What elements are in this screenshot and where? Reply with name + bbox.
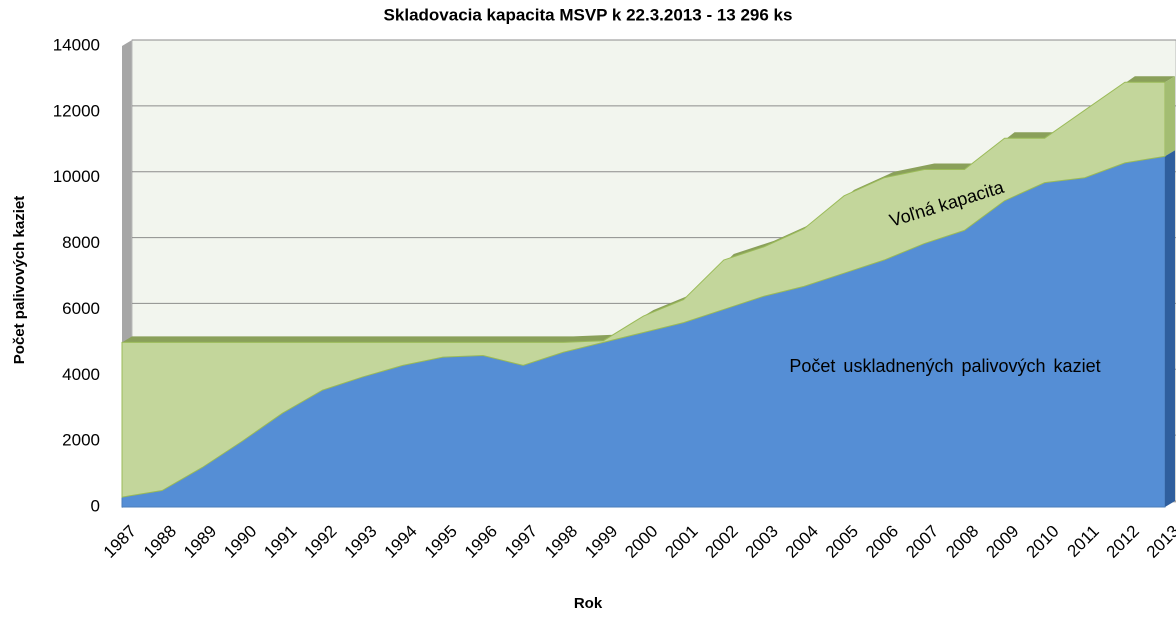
x-tick-label: 1990 [220,522,260,562]
x-tick-label: 2000 [621,522,661,562]
x-tick-label: 1997 [501,522,541,562]
x-tick-label: 1992 [300,522,340,562]
x-tick-label: 2007 [902,522,942,562]
y-axis-title: Počet palivových kaziet [11,196,28,364]
y-tick-label: 10000 [53,167,100,186]
x-tick-label: 2013 [1143,522,1176,562]
area-side [1165,150,1175,507]
x-tick-label: 1999 [581,522,621,562]
x-tick-label: 2009 [982,522,1022,562]
x-tick-label: 2006 [862,522,902,562]
x-tick-label: 2010 [1022,522,1062,562]
y-tick-label: 0 [91,496,100,515]
x-tick-label: 2012 [1103,522,1143,562]
x-tick-label: 1996 [461,522,501,562]
x-tick-label: 2011 [1063,522,1102,561]
y-tick-label: 12000 [53,101,100,120]
y-tick-label: 4000 [62,365,100,384]
y-tick-label: 8000 [62,233,100,252]
x-tick-label: 1991 [260,522,300,562]
area-side [1165,76,1175,157]
series-label: Počet uskladnených palivových kaziet [789,356,1100,376]
x-tick-label: 2005 [822,522,862,562]
chart-title: Skladovacia kapacita MSVP k 22.3.2013 - … [384,5,793,24]
y-tick-label: 14000 [53,35,100,54]
x-tick-label: 1993 [341,522,381,562]
x-tick-label: 1987 [100,522,140,562]
x-tick-label: 1989 [180,522,220,562]
x-tick-label: 1994 [381,522,421,562]
x-tick-label: 2008 [942,522,982,562]
y-tick-label: 2000 [62,431,100,450]
x-axis-title: Rok [574,595,603,612]
x-tick-label: 2001 [661,522,701,562]
x-tick-label: 2002 [702,522,742,562]
x-tick-label: 1995 [421,522,461,562]
x-tick-label: 1998 [541,522,581,562]
x-tick-label: 2004 [782,522,822,562]
x-tick-label: 1988 [140,522,180,562]
y-tick-label: 6000 [62,299,100,318]
x-tick-label: 2003 [742,522,782,562]
